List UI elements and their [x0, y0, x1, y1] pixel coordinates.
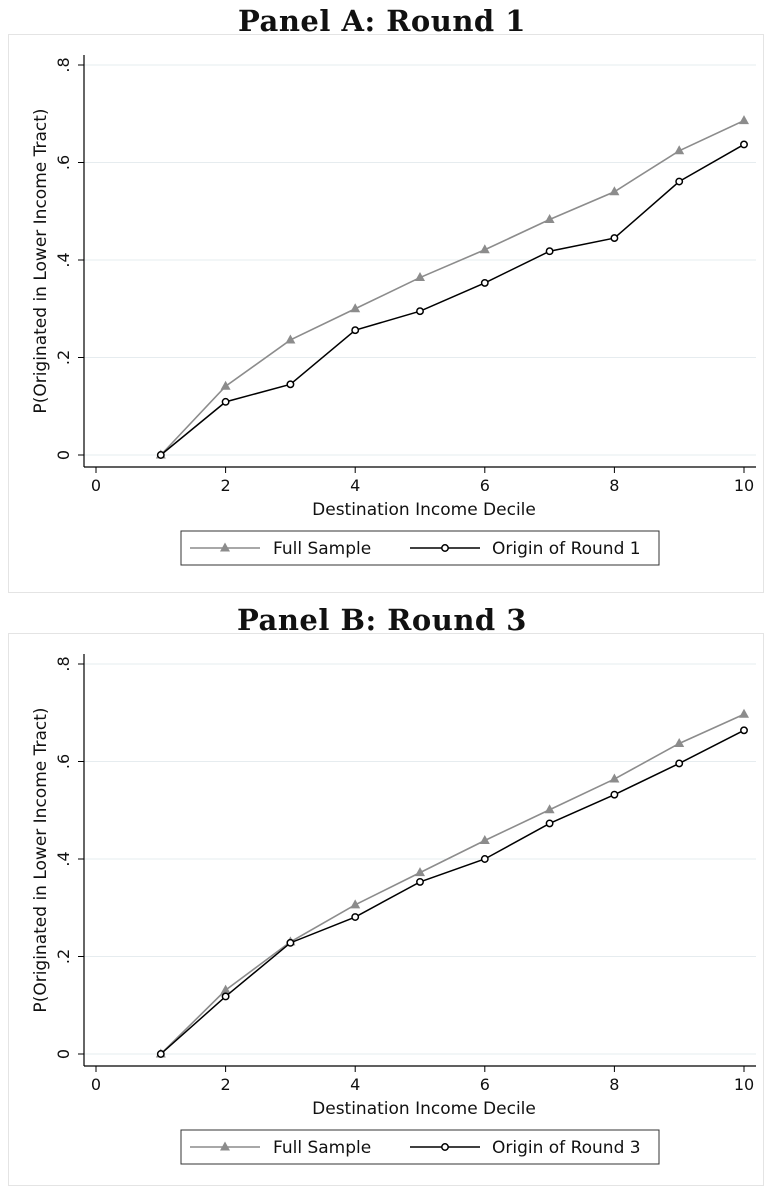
x-tick-label: 10 [734, 476, 754, 495]
x-tick-label: 8 [609, 476, 619, 495]
data-point-triangle [479, 244, 490, 254]
y-tick-label: 0 [54, 450, 73, 460]
x-tick-label: 4 [350, 476, 360, 495]
data-point-triangle [544, 214, 555, 224]
data-point-triangle [674, 737, 685, 747]
legend-marker-triangle [220, 1141, 230, 1151]
y-tick-label: .6 [54, 754, 73, 769]
data-point-circle [221, 992, 230, 1001]
data-point-circle [156, 1050, 165, 1058]
x-tick-label: 8 [609, 1075, 619, 1094]
data-point-triangle [220, 380, 231, 390]
legend-marker-circle [441, 1143, 449, 1151]
series-line-2 [160, 729, 745, 1055]
x-tick-label: 6 [480, 476, 490, 495]
data-point-circle [545, 819, 554, 828]
x-tick-label: 2 [221, 1075, 231, 1094]
data-point-circle [221, 397, 230, 406]
y-tick-label: .2 [54, 949, 73, 964]
data-point-triangle [220, 984, 231, 994]
x-tick-label: 2 [221, 476, 231, 495]
legend-marker-triangle [220, 542, 230, 552]
data-point-circle [740, 140, 748, 149]
x-tick-label: 0 [91, 476, 101, 495]
data-point-circle [480, 855, 489, 863]
series-line-2 [160, 143, 745, 456]
data-point-circle [740, 726, 748, 735]
panel-b-frame [8, 633, 764, 1186]
data-point-triangle [415, 867, 425, 877]
data-point-circle [610, 234, 619, 243]
data-point-triangle [609, 773, 620, 783]
y-tick-label: .4 [54, 851, 73, 866]
data-point-circle [286, 380, 295, 389]
y-axis-title: P(Originated in Lower Income Tract) [31, 707, 51, 1012]
data-point-circle [545, 247, 554, 256]
legend-label-2: Origin of Round 1 [492, 539, 641, 559]
x-axis-title: Destination Income Decile [312, 1099, 536, 1119]
y-tick-label: .6 [54, 155, 73, 170]
legend-label-2: Origin of Round 3 [492, 1138, 641, 1158]
data-point-triangle [739, 708, 749, 718]
panel-a-title: Panel A: Round 1 [238, 4, 526, 38]
panel-b-chart: 0 .2 .4 .6 .8 0 2 4 6 8 10 Destination Income Decil… [31, 654, 756, 1165]
data-point-circle [156, 451, 165, 459]
y-tick-label: .4 [54, 252, 73, 267]
y-tick-label: .8 [54, 656, 73, 671]
y-axis-title: P(Originated in Lower Income Tract) [31, 108, 51, 413]
legend-label-1: Full Sample [273, 539, 371, 559]
data-point-circle [416, 307, 424, 316]
x-tick-label: 0 [91, 1075, 101, 1094]
y-tick-label: .8 [54, 57, 73, 72]
series-line-1 [160, 713, 745, 1055]
data-point-triangle [544, 804, 555, 814]
series-line-1 [160, 119, 745, 456]
data-point-triangle [739, 115, 749, 125]
data-point-circle [675, 759, 684, 768]
y-tick-label: 0 [54, 1049, 73, 1059]
x-tick-label: 10 [734, 1075, 754, 1094]
panel-a-chart: 0 .2 .4 .6 .8 0 2 4 6 8 10 Destination Income Decil… [31, 55, 756, 566]
data-point-triangle [674, 145, 685, 155]
data-point-circle [351, 913, 360, 921]
data-point-circle [610, 790, 619, 799]
data-point-circle [675, 177, 684, 186]
data-point-triangle [285, 334, 296, 344]
data-point-triangle [609, 186, 620, 196]
data-point-triangle [479, 834, 490, 844]
panel-b-title: Panel B: Round 3 [237, 603, 527, 637]
data-point-triangle [350, 899, 361, 909]
x-axis-title: Destination Income Decile [312, 500, 536, 520]
data-point-circle [286, 938, 295, 947]
data-point-triangle [415, 272, 425, 282]
legend-marker-circle [441, 544, 449, 552]
data-point-circle [416, 877, 424, 886]
data-point-circle [351, 326, 360, 335]
legend-label-1: Full Sample [273, 1138, 371, 1158]
data-point-triangle [350, 303, 361, 313]
x-tick-label: 6 [480, 1075, 490, 1094]
x-tick-label: 4 [350, 1075, 360, 1094]
y-tick-label: .2 [54, 350, 73, 365]
data-point-circle [480, 278, 489, 287]
panel-a-frame [8, 34, 764, 593]
